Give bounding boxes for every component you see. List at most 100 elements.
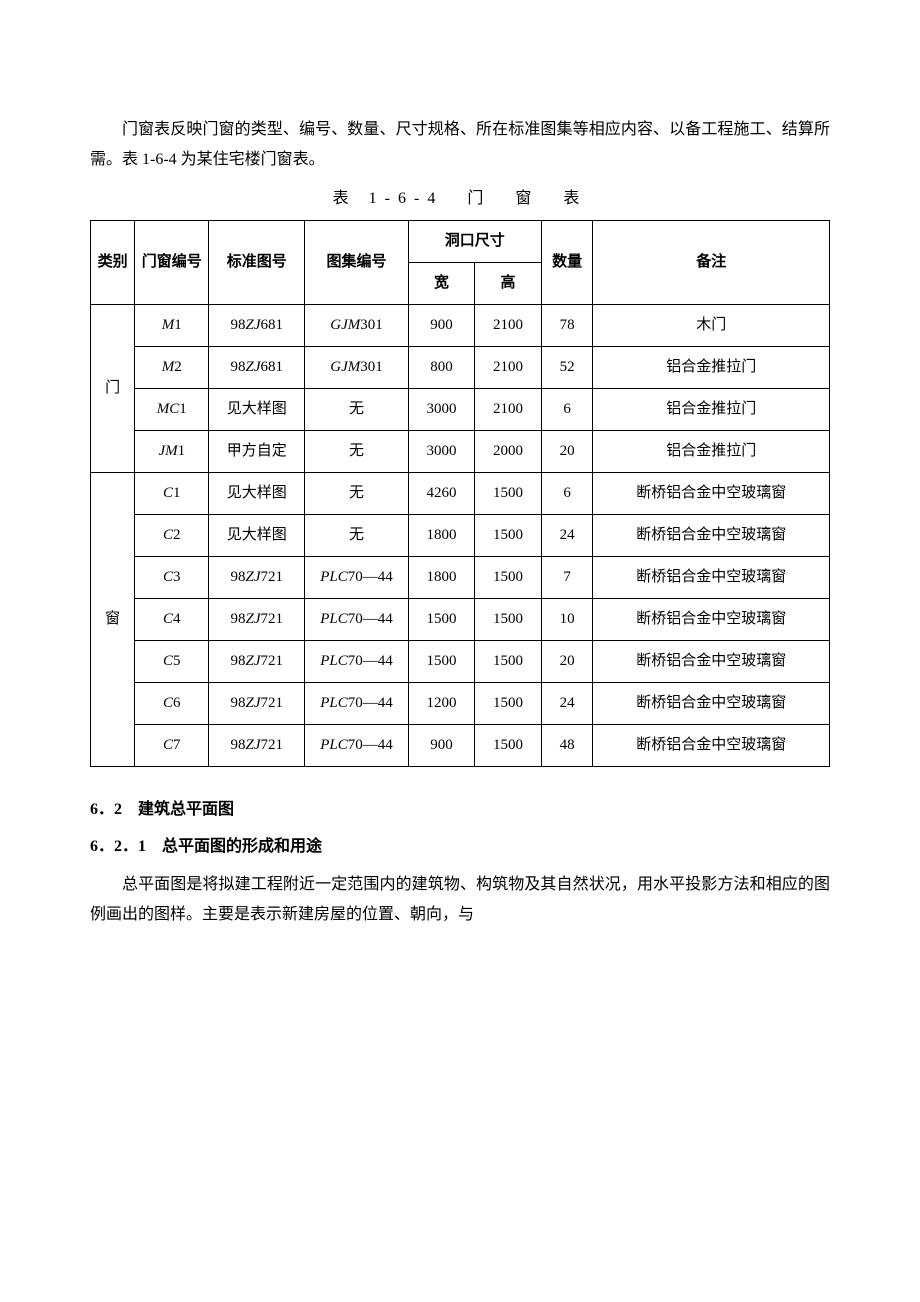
table-row: C3 98ZJ721 PLC70—44 1800 1500 7 断桥铝合金中空玻… — [91, 557, 830, 599]
table-row: MC1 见大样图 无 3000 2100 6 铝合金推拉门 — [91, 389, 830, 431]
cell-note: 铝合金推拉门 — [593, 431, 830, 473]
cell-note: 断桥铝合金中空玻璃窗 — [593, 599, 830, 641]
cell-code: C2 — [135, 515, 209, 557]
cell-height: 2100 — [475, 389, 542, 431]
cell-code: C5 — [135, 641, 209, 683]
cell-note: 断桥铝合金中空玻璃窗 — [593, 725, 830, 767]
cell-std: 98ZJ721 — [209, 641, 305, 683]
cell-width: 1500 — [408, 599, 475, 641]
cell-std: 见大样图 — [209, 515, 305, 557]
cell-note: 断桥铝合金中空玻璃窗 — [593, 557, 830, 599]
cell-code: M1 — [135, 305, 209, 347]
cell-height: 1500 — [475, 515, 542, 557]
cell-set: PLC70—44 — [305, 641, 408, 683]
cell-code: C3 — [135, 557, 209, 599]
cell-note: 断桥铝合金中空玻璃窗 — [593, 683, 830, 725]
cell-height: 2100 — [475, 305, 542, 347]
cell-qty: 10 — [541, 599, 593, 641]
header-qty: 数量 — [541, 221, 593, 305]
header-code: 门窗编号 — [135, 221, 209, 305]
header-opening-size: 洞口尺寸 — [408, 221, 541, 263]
table-title: 表 1-6-4 门 窗 表 — [90, 184, 830, 214]
cell-set: 无 — [305, 515, 408, 557]
cell-std: 见大样图 — [209, 389, 305, 431]
cell-std: 甲方自定 — [209, 431, 305, 473]
header-std: 标准图号 — [209, 221, 305, 305]
cell-set: PLC70—44 — [305, 725, 408, 767]
header-set: 图集编号 — [305, 221, 408, 305]
cell-code: MC1 — [135, 389, 209, 431]
cell-qty: 6 — [541, 473, 593, 515]
cell-std: 98ZJ681 — [209, 305, 305, 347]
intro-paragraph: 门窗表反映门窗的类型、编号、数量、尺寸规格、所在标准图集等相应内容、以备工程施工… — [90, 115, 830, 176]
section-6-2-1-heading: 6．2．1 总平面图的形成和用途 — [90, 832, 830, 862]
cell-height: 1500 — [475, 683, 542, 725]
group-door: 门 — [91, 305, 135, 473]
cell-std: 98ZJ681 — [209, 347, 305, 389]
cell-qty: 48 — [541, 725, 593, 767]
cell-set: GJM301 — [305, 305, 408, 347]
cell-note: 断桥铝合金中空玻璃窗 — [593, 473, 830, 515]
cell-height: 1500 — [475, 599, 542, 641]
cell-note: 铝合金推拉门 — [593, 389, 830, 431]
group-window: 窗 — [91, 473, 135, 767]
header-width: 宽 — [408, 263, 475, 305]
cell-code: JM1 — [135, 431, 209, 473]
table-row: JM1 甲方自定 无 3000 2000 20 铝合金推拉门 — [91, 431, 830, 473]
cell-qty: 24 — [541, 683, 593, 725]
cell-height: 2000 — [475, 431, 542, 473]
cell-qty: 7 — [541, 557, 593, 599]
cell-note: 断桥铝合金中空玻璃窗 — [593, 515, 830, 557]
table-row: C4 98ZJ721 PLC70—44 1500 1500 10 断桥铝合金中空… — [91, 599, 830, 641]
cell-std: 98ZJ721 — [209, 557, 305, 599]
cell-std: 98ZJ721 — [209, 599, 305, 641]
section-6-2-1-paragraph: 总平面图是将拟建工程附近一定范围内的建筑物、构筑物及其自然状况，用水平投影方法和… — [90, 870, 830, 931]
cell-qty: 24 — [541, 515, 593, 557]
header-note: 备注 — [593, 221, 830, 305]
table-row: C2 见大样图 无 1800 1500 24 断桥铝合金中空玻璃窗 — [91, 515, 830, 557]
section-6-2-heading: 6．2 建筑总平面图 — [90, 795, 830, 825]
cell-width: 1500 — [408, 641, 475, 683]
table-header-row: 类别 门窗编号 标准图号 图集编号 洞口尺寸 数量 备注 — [91, 221, 830, 263]
cell-qty: 20 — [541, 641, 593, 683]
cell-width: 800 — [408, 347, 475, 389]
cell-std: 98ZJ721 — [209, 683, 305, 725]
cell-width: 900 — [408, 305, 475, 347]
cell-height: 2100 — [475, 347, 542, 389]
cell-width: 3000 — [408, 431, 475, 473]
cell-code: C1 — [135, 473, 209, 515]
header-type: 类别 — [91, 221, 135, 305]
door-window-table: 类别 门窗编号 标准图号 图集编号 洞口尺寸 数量 备注 宽 高 门 M1 98… — [90, 220, 830, 767]
cell-code: C4 — [135, 599, 209, 641]
table-row: C6 98ZJ721 PLC70—44 1200 1500 24 断桥铝合金中空… — [91, 683, 830, 725]
cell-width: 900 — [408, 725, 475, 767]
cell-qty: 78 — [541, 305, 593, 347]
cell-qty: 52 — [541, 347, 593, 389]
cell-set: 无 — [305, 431, 408, 473]
header-height: 高 — [475, 263, 542, 305]
cell-code: M2 — [135, 347, 209, 389]
table-row: 窗 C1 见大样图 无 4260 1500 6 断桥铝合金中空玻璃窗 — [91, 473, 830, 515]
cell-std: 98ZJ721 — [209, 725, 305, 767]
cell-height: 1500 — [475, 473, 542, 515]
cell-code: C6 — [135, 683, 209, 725]
cell-note: 木门 — [593, 305, 830, 347]
table-row: M2 98ZJ681 GJM301 800 2100 52 铝合金推拉门 — [91, 347, 830, 389]
cell-width: 1200 — [408, 683, 475, 725]
cell-qty: 20 — [541, 431, 593, 473]
cell-width: 4260 — [408, 473, 475, 515]
cell-set: PLC70—44 — [305, 599, 408, 641]
cell-set: PLC70—44 — [305, 557, 408, 599]
table-row: 门 M1 98ZJ681 GJM301 900 2100 78 木门 — [91, 305, 830, 347]
cell-width: 1800 — [408, 557, 475, 599]
cell-width: 1800 — [408, 515, 475, 557]
cell-width: 3000 — [408, 389, 475, 431]
cell-height: 1500 — [475, 725, 542, 767]
cell-set: 无 — [305, 473, 408, 515]
cell-set: 无 — [305, 389, 408, 431]
cell-set: PLC70—44 — [305, 683, 408, 725]
cell-qty: 6 — [541, 389, 593, 431]
cell-code: C7 — [135, 725, 209, 767]
table-row: C7 98ZJ721 PLC70—44 900 1500 48 断桥铝合金中空玻… — [91, 725, 830, 767]
cell-note: 铝合金推拉门 — [593, 347, 830, 389]
